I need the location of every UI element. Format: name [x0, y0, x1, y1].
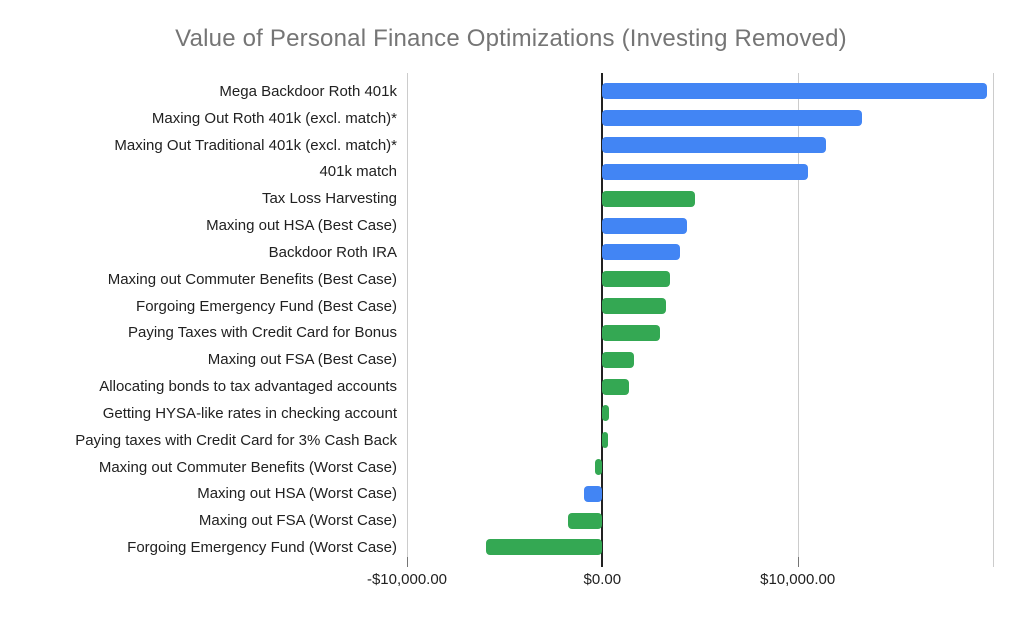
category-label: Maxing Out Traditional 401k (excl. match… — [114, 136, 397, 154]
bar-row — [407, 293, 993, 320]
label-row: Backdoor Roth IRA — [0, 239, 397, 266]
bar — [602, 110, 862, 127]
x-axis-tick-label: -$10,000.00 — [366, 571, 448, 588]
label-row: Maxing out FSA (Best Case) — [0, 346, 397, 373]
zero-line — [601, 73, 604, 567]
bar — [602, 217, 687, 234]
bars — [407, 78, 993, 561]
x-axis-tick-label: $0.00 — [583, 571, 622, 588]
bar-row — [407, 158, 993, 185]
label-row: Paying taxes with Credit Card for 3% Cas… — [0, 427, 397, 454]
category-label: Maxing out FSA (Best Case) — [207, 351, 397, 369]
bar — [602, 405, 609, 422]
label-row: Maxing Out Roth 401k (excl. match)* — [0, 105, 397, 132]
plot-area — [407, 73, 994, 567]
category-label: Maxing out HSA (Best Case) — [206, 217, 397, 235]
category-label: Paying Taxes with Credit Card for Bonus — [127, 324, 397, 342]
bar — [602, 351, 634, 368]
category-label: Maxing Out Roth 401k (excl. match)* — [151, 109, 397, 127]
bar-row — [407, 427, 993, 454]
gridline — [407, 73, 408, 567]
bar-row — [407, 534, 993, 561]
bar-row — [407, 400, 993, 427]
category-label: Forgoing Emergency Fund (Worst Case) — [127, 538, 397, 556]
label-row: Maxing Out Traditional 401k (excl. match… — [0, 132, 397, 159]
bar — [602, 298, 667, 315]
label-row: Maxing out HSA (Worst Case) — [0, 480, 397, 507]
category-label: Backdoor Roth IRA — [268, 243, 397, 261]
category-label: Mega Backdoor Roth 401k — [219, 82, 397, 100]
bar-row — [407, 132, 993, 159]
axis-tick — [797, 557, 799, 567]
bar — [602, 163, 808, 180]
category-label: Maxing out Commuter Benefits (Best Case) — [107, 270, 397, 288]
label-row: Getting HYSA-like rates in checking acco… — [0, 400, 397, 427]
label-row: Maxing out FSA (Worst Case) — [0, 507, 397, 534]
label-row: Tax Loss Harvesting — [0, 185, 397, 212]
category-label: Allocating bonds to tax advantaged accou… — [99, 378, 397, 396]
category-label: Maxing out HSA (Worst Case) — [197, 485, 397, 503]
category-label: Forgoing Emergency Fund (Best Case) — [136, 297, 397, 315]
bar — [584, 485, 603, 502]
bar — [602, 83, 988, 100]
bar — [602, 190, 696, 207]
bar — [594, 459, 603, 475]
category-axis: Mega Backdoor Roth 401k Maxing Out Roth 4… — [0, 78, 397, 561]
category-label: Tax Loss Harvesting — [261, 190, 397, 208]
bar — [602, 137, 827, 154]
bar-row — [407, 454, 993, 481]
bar-row — [407, 346, 993, 373]
bar — [602, 324, 660, 341]
category-label: Getting HYSA-like rates in checking acco… — [102, 404, 397, 422]
bar — [602, 271, 670, 288]
bar — [485, 539, 603, 556]
gridline — [993, 73, 994, 567]
bar-row — [407, 105, 993, 132]
bar — [602, 432, 608, 449]
label-row: Maxing out Commuter Benefits (Worst Case… — [0, 454, 397, 481]
x-axis-tick-label: $10,000.00 — [760, 571, 836, 588]
axis-tick — [407, 557, 408, 567]
label-row: Allocating bonds to tax advantaged accou… — [0, 373, 397, 400]
label-row: Maxing out Commuter Benefits (Best Case) — [0, 266, 397, 293]
gridline — [797, 73, 799, 567]
category-label: Maxing out FSA (Worst Case) — [198, 512, 397, 530]
bar — [602, 378, 629, 395]
bar-row — [407, 319, 993, 346]
label-row: Maxing out HSA (Best Case) — [0, 212, 397, 239]
category-label: Maxing out Commuter Benefits (Worst Case… — [98, 458, 397, 476]
bar-row — [407, 185, 993, 212]
bar-row — [407, 480, 993, 507]
bar — [568, 512, 603, 529]
label-row: Mega Backdoor Roth 401k — [0, 78, 397, 105]
bar-row — [407, 373, 993, 400]
bar-row — [407, 78, 993, 105]
bar-row — [407, 239, 993, 266]
bar — [602, 244, 681, 261]
label-row: Paying Taxes with Credit Card for Bonus — [0, 319, 397, 346]
label-row: Forgoing Emergency Fund (Best Case) — [0, 293, 397, 320]
category-label: Paying taxes with Credit Card for 3% Cas… — [75, 431, 397, 449]
category-label: 401k match — [319, 163, 397, 181]
bar-row — [407, 212, 993, 239]
bar-row — [407, 507, 993, 534]
label-row: 401k match — [0, 158, 397, 185]
chart-title: Value of Personal Finance Optimizations … — [175, 25, 847, 52]
label-row: Forgoing Emergency Fund (Worst Case) — [0, 534, 397, 561]
bar-row — [407, 266, 993, 293]
